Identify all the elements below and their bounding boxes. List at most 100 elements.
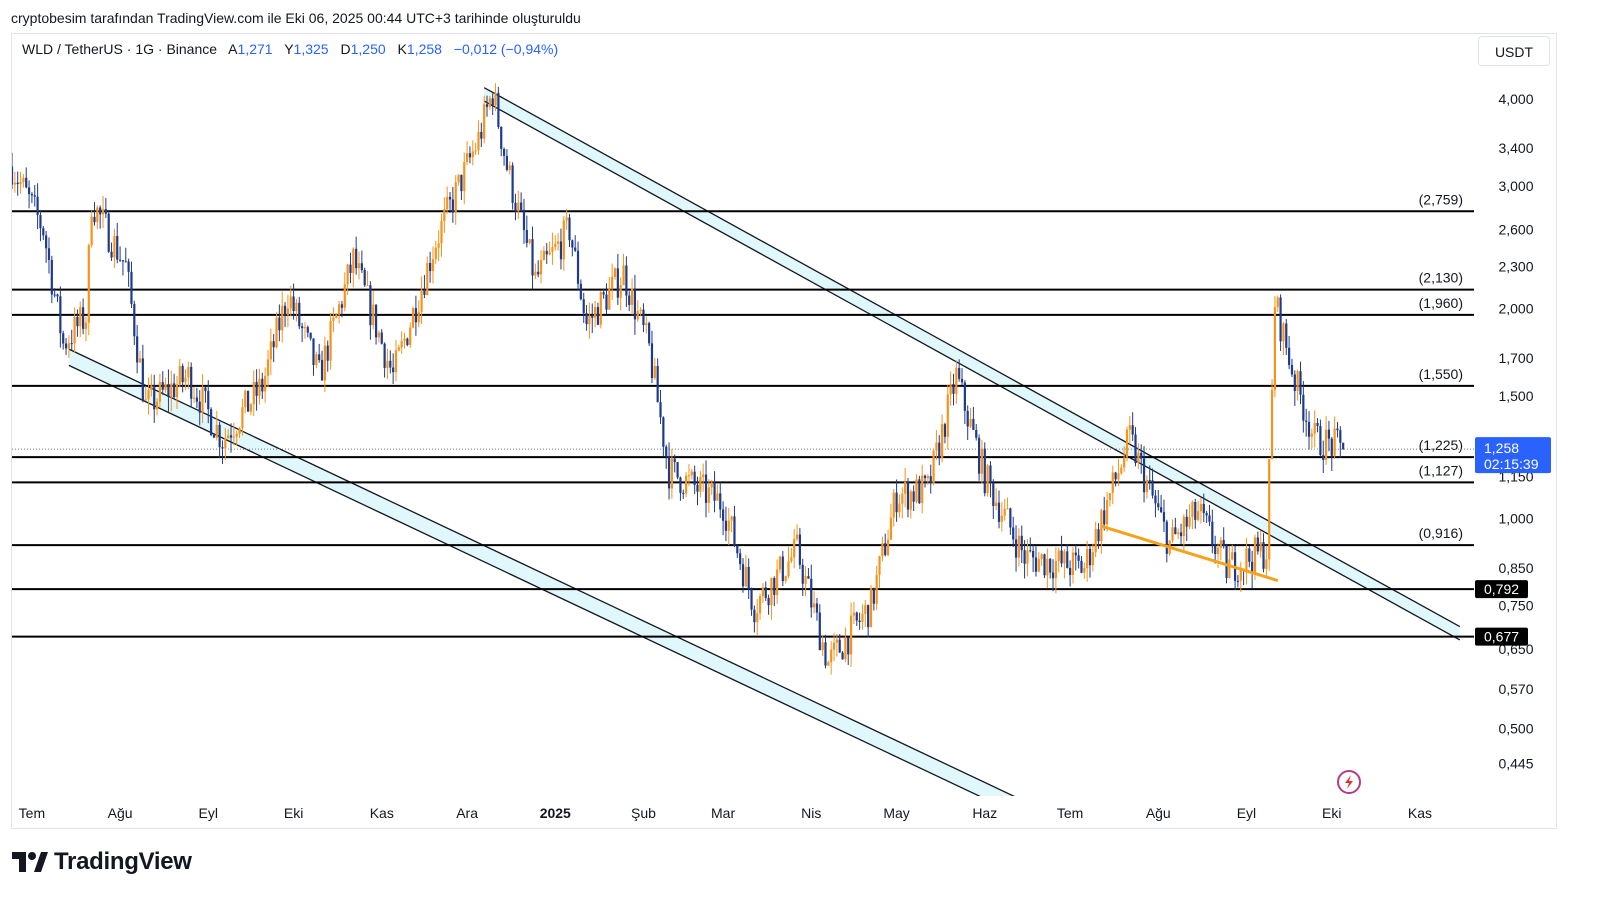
- candle-body: [1228, 559, 1231, 579]
- candle-body: [465, 153, 469, 162]
- candle-body: [440, 221, 443, 244]
- candle-body: [1077, 555, 1080, 561]
- candle-body: [463, 161, 466, 192]
- candle: [175, 375, 179, 410]
- symbol-name[interactable]: WLD / TetherUS · 1G · Binance: [22, 41, 218, 57]
- candle: [1154, 489, 1157, 518]
- candle: [1219, 536, 1222, 561]
- candle-body: [483, 104, 486, 139]
- candle: [1080, 556, 1083, 574]
- candle-body: [585, 313, 588, 325]
- candle-body: [1154, 495, 1157, 504]
- candle: [534, 263, 537, 280]
- candle-body: [30, 194, 34, 196]
- candle-body: [1032, 550, 1035, 558]
- candle-body: [386, 360, 389, 368]
- candle-body: [841, 652, 844, 660]
- candle: [150, 374, 153, 397]
- candle: [33, 185, 36, 207]
- candle-body: [810, 578, 813, 608]
- candle-body: [653, 365, 656, 379]
- candle: [804, 565, 807, 597]
- candle: [517, 190, 520, 219]
- candle: [249, 402, 253, 416]
- candle-body: [872, 588, 875, 604]
- candle-body: [505, 155, 509, 170]
- candle: [1029, 537, 1032, 553]
- candle: [1191, 500, 1194, 530]
- candle-body: [574, 247, 577, 251]
- candle-body: [67, 343, 70, 349]
- candle-body: [1310, 433, 1313, 437]
- candle-body: [741, 564, 745, 587]
- candle: [1103, 496, 1106, 531]
- candle-body: [363, 270, 366, 286]
- candle: [1208, 504, 1211, 526]
- candle: [218, 421, 221, 458]
- candle-body: [207, 391, 210, 410]
- candle-body: [761, 587, 765, 597]
- candle-body: [869, 588, 873, 628]
- currency-selector[interactable]: USDT: [1478, 36, 1550, 66]
- candle: [309, 332, 312, 341]
- candle-body: [306, 327, 309, 333]
- candle: [1097, 523, 1100, 549]
- candle: [724, 506, 728, 542]
- lightning-icon[interactable]: [1337, 770, 1361, 794]
- candle: [659, 390, 662, 424]
- candle: [437, 230, 440, 262]
- candle: [611, 263, 614, 301]
- candle-body: [522, 209, 526, 230]
- x-tick-label: Kas: [1408, 805, 1432, 821]
- candle: [798, 527, 801, 570]
- candle: [980, 439, 984, 484]
- candle-body: [813, 603, 816, 608]
- candle-body: [622, 265, 625, 286]
- candle-body: [150, 385, 153, 391]
- candle-body: [733, 516, 736, 546]
- candle-body: [275, 317, 278, 348]
- candle-body: [107, 213, 110, 252]
- candle-body: [1259, 542, 1262, 552]
- candle: [446, 186, 449, 214]
- candle-body: [619, 285, 622, 298]
- x-tick-label: May: [883, 805, 909, 821]
- candle-body: [1248, 548, 1251, 562]
- candle-body: [636, 311, 639, 320]
- candle: [665, 444, 668, 469]
- candle-body: [938, 442, 941, 459]
- candle-body: [1316, 422, 1319, 426]
- candle: [343, 272, 346, 312]
- candle: [101, 195, 105, 229]
- candle-body: [972, 418, 975, 431]
- tradingview-logo[interactable]: TradingView: [12, 848, 192, 876]
- candle-body: [884, 543, 887, 556]
- candle-body: [625, 265, 628, 296]
- candle: [565, 209, 568, 230]
- candle: [261, 372, 264, 400]
- candle: [699, 471, 702, 498]
- candle-body: [269, 341, 272, 360]
- candle-body: [531, 239, 534, 276]
- candle: [292, 283, 295, 320]
- candle: [266, 350, 270, 388]
- candle-body: [116, 236, 119, 260]
- candle: [958, 359, 961, 382]
- candle: [1216, 543, 1220, 568]
- candle-body: [249, 404, 253, 412]
- candle: [215, 410, 218, 441]
- candle: [1248, 545, 1251, 568]
- candle-body: [716, 493, 719, 501]
- candle-body: [690, 471, 693, 476]
- open-label: A: [228, 41, 238, 57]
- candle: [275, 312, 278, 349]
- candle: [525, 215, 528, 248]
- candle: [1333, 416, 1336, 459]
- candle-body: [155, 401, 159, 410]
- candle-body: [1111, 472, 1114, 494]
- candle: [483, 95, 486, 144]
- candle: [591, 303, 594, 333]
- candle-body: [454, 182, 457, 213]
- candle-body: [192, 397, 196, 399]
